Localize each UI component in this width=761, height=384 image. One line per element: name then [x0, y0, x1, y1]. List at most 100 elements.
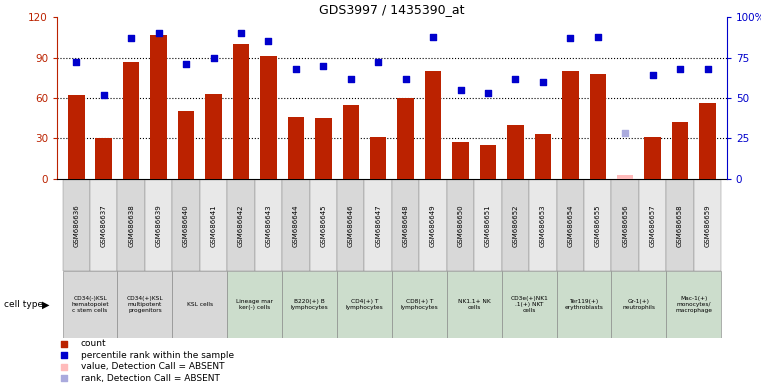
- Bar: [337, 271, 392, 338]
- Text: GSM686643: GSM686643: [266, 204, 272, 247]
- Text: Mac-1(+)
monocytes/
macrophage: Mac-1(+) monocytes/ macrophage: [675, 296, 712, 313]
- Point: [208, 55, 220, 61]
- Text: CD34(+)KSL
multipotent
progenitors: CD34(+)KSL multipotent progenitors: [126, 296, 163, 313]
- Bar: [288, 117, 304, 179]
- Text: GSM686651: GSM686651: [485, 204, 491, 247]
- Bar: [337, 180, 365, 271]
- Point: [702, 66, 714, 72]
- Bar: [233, 44, 249, 179]
- Bar: [584, 180, 612, 271]
- Text: Lineage mar
ker(-) cells: Lineage mar ker(-) cells: [236, 299, 273, 310]
- Bar: [255, 180, 282, 271]
- Text: CD8(+) T
lymphocytes: CD8(+) T lymphocytes: [400, 299, 438, 310]
- Text: NK1.1+ NK
cells: NK1.1+ NK cells: [458, 299, 491, 310]
- Bar: [694, 180, 721, 271]
- Bar: [123, 62, 139, 179]
- Text: count: count: [81, 339, 106, 348]
- Text: GSM686645: GSM686645: [320, 204, 326, 247]
- Point: [447, 201, 459, 207]
- Text: Gr-1(+)
neutrophils: Gr-1(+) neutrophils: [622, 299, 655, 310]
- Point: [427, 33, 439, 40]
- Bar: [474, 180, 501, 271]
- Point: [447, 96, 459, 102]
- Text: rank, Detection Call = ABSENT: rank, Detection Call = ABSENT: [81, 374, 219, 383]
- Point: [400, 76, 412, 82]
- Bar: [667, 180, 694, 271]
- Bar: [282, 180, 310, 271]
- Bar: [529, 180, 556, 271]
- Bar: [425, 71, 441, 179]
- Bar: [699, 103, 716, 179]
- Point: [70, 60, 82, 66]
- Bar: [447, 271, 501, 338]
- Text: CD4(+) T
lymphocytes: CD4(+) T lymphocytes: [345, 299, 384, 310]
- Bar: [260, 56, 277, 179]
- Title: GDS3997 / 1435390_at: GDS3997 / 1435390_at: [319, 3, 465, 16]
- Bar: [535, 134, 551, 179]
- Text: GSM686646: GSM686646: [348, 204, 354, 247]
- Bar: [501, 180, 529, 271]
- Text: CD3e(+)NK1
.1(+) NKT
cells: CD3e(+)NK1 .1(+) NKT cells: [511, 296, 548, 313]
- Bar: [310, 180, 337, 271]
- Text: GSM686640: GSM686640: [183, 204, 189, 247]
- Bar: [507, 125, 524, 179]
- Text: GSM686641: GSM686641: [211, 204, 217, 247]
- Bar: [479, 145, 496, 179]
- Text: value, Detection Call = ABSENT: value, Detection Call = ABSENT: [81, 362, 224, 371]
- Text: GSM686653: GSM686653: [540, 204, 546, 247]
- Bar: [419, 180, 447, 271]
- Text: GSM686656: GSM686656: [622, 204, 628, 247]
- Bar: [612, 271, 667, 338]
- Text: GSM686659: GSM686659: [705, 204, 711, 247]
- Bar: [612, 180, 639, 271]
- Bar: [447, 180, 474, 271]
- Text: GSM686652: GSM686652: [512, 204, 518, 247]
- Text: GSM686636: GSM686636: [73, 204, 79, 247]
- Text: GSM686647: GSM686647: [375, 204, 381, 247]
- Point: [509, 76, 521, 82]
- Bar: [342, 105, 359, 179]
- Text: GSM686658: GSM686658: [677, 204, 683, 247]
- Bar: [172, 271, 228, 338]
- Point: [180, 61, 193, 67]
- Bar: [672, 122, 689, 179]
- Point: [482, 90, 494, 96]
- Bar: [228, 180, 255, 271]
- Point: [372, 60, 384, 66]
- Point: [674, 66, 686, 72]
- Bar: [117, 271, 172, 338]
- Point: [263, 38, 275, 45]
- Bar: [228, 271, 282, 338]
- Point: [345, 76, 357, 82]
- Bar: [90, 180, 117, 271]
- Point: [564, 35, 576, 41]
- Text: KSL cells: KSL cells: [186, 302, 213, 307]
- Bar: [667, 271, 721, 338]
- Point: [454, 87, 466, 93]
- Bar: [145, 180, 172, 271]
- Bar: [501, 271, 556, 338]
- Bar: [590, 74, 606, 179]
- Point: [591, 33, 603, 40]
- Point: [290, 66, 302, 72]
- Text: CD34(-)KSL
hematopoiet
c stem cells: CD34(-)KSL hematopoiet c stem cells: [72, 296, 109, 313]
- Text: GSM686657: GSM686657: [650, 204, 656, 247]
- Bar: [205, 94, 221, 179]
- Bar: [172, 180, 200, 271]
- Text: GSM686648: GSM686648: [403, 204, 409, 247]
- Point: [97, 92, 110, 98]
- Text: Ter119(+)
erythroblasts: Ter119(+) erythroblasts: [565, 299, 603, 310]
- Point: [447, 306, 459, 312]
- Text: GSM686654: GSM686654: [567, 204, 573, 247]
- Text: percentile rank within the sample: percentile rank within the sample: [81, 351, 234, 360]
- Point: [619, 130, 632, 136]
- Bar: [397, 98, 414, 179]
- Text: B220(+) B
lymphocytes: B220(+) B lymphocytes: [291, 299, 329, 310]
- Bar: [200, 180, 228, 271]
- Bar: [617, 175, 633, 179]
- Bar: [178, 111, 194, 179]
- Text: GSM686649: GSM686649: [430, 204, 436, 247]
- Point: [317, 63, 330, 69]
- Bar: [562, 71, 578, 179]
- Bar: [62, 271, 117, 338]
